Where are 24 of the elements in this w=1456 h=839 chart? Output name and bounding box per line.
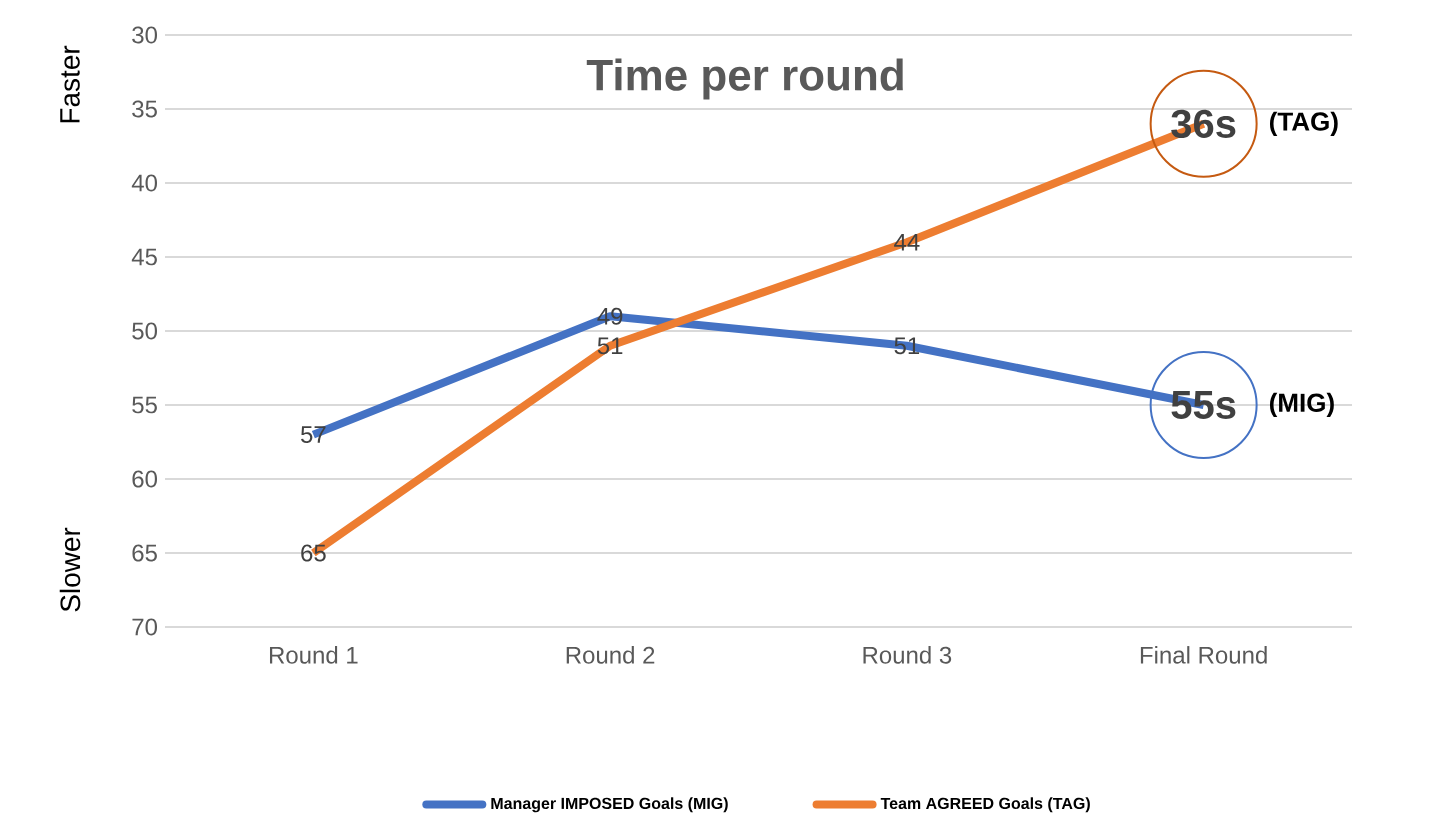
data-label: 36s [1171, 109, 1236, 138]
y-tick-label: 60 [132, 470, 158, 488]
y-tick-label: 70 [132, 618, 158, 636]
x-tick-label: Round 1 [269, 646, 358, 664]
y-tick-label: 30 [132, 26, 158, 44]
legend-label: Manager IMPOSED Goals (MIG) [491, 797, 728, 813]
x-tick-label: Final Round [1140, 646, 1267, 664]
y-tick-label: 40 [131, 174, 158, 192]
x-tick-label: Round 2 [566, 646, 655, 664]
text: Faster [60, 45, 80, 123]
x-tick-label: Round 3 [863, 646, 952, 664]
y-tick-label: 65 [132, 544, 157, 562]
data-label: 65 [301, 544, 326, 562]
y-tick-label: 50 [132, 322, 158, 340]
data-label: 57 [301, 426, 326, 443]
y-tick-label: 35 [132, 100, 157, 118]
y-tick-label: 55 [132, 396, 157, 414]
y-tick-label: 45 [131, 248, 157, 266]
text: Slower [59, 527, 81, 612]
legend-label: Team AGREED Goals (TAG) [880, 797, 1090, 813]
chart-title: Time per round [586, 58, 903, 100]
annotation: (TAG) [1269, 111, 1338, 136]
data-label: 55s [1171, 391, 1236, 419]
annotation: (MIG) [1269, 392, 1334, 418]
